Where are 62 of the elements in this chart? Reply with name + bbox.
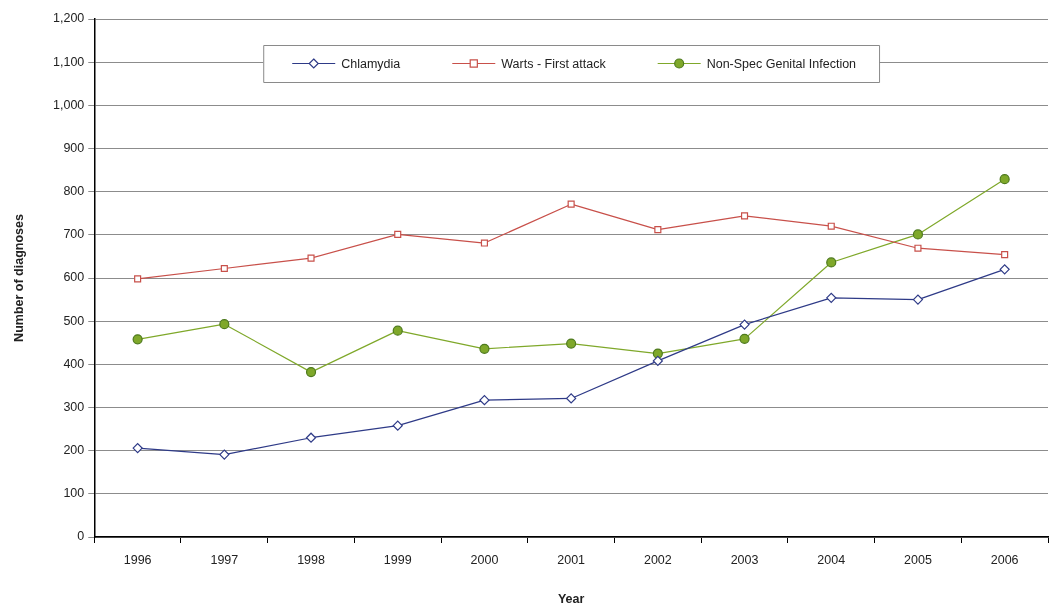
point [132, 334, 143, 345]
point [219, 319, 230, 330]
x-axis-title: Year [557, 591, 585, 606]
y-tick-label: 900 [63, 140, 85, 155]
legend-label: Non-Spec Genital Infection [706, 56, 857, 71]
point [1001, 251, 1009, 259]
y-tick-label: 1,200 [53, 11, 85, 26]
y-tick-label: 700 [63, 227, 85, 242]
point [740, 212, 749, 220]
x-tick-label: 2003 [730, 552, 759, 567]
x-tick-label: 1999 [383, 552, 412, 567]
y-tick-label: 1,100 [53, 54, 85, 69]
point [305, 432, 317, 443]
legend-label: Chlamydia [341, 56, 401, 71]
y-tick-label: 500 [63, 313, 85, 328]
point [480, 239, 489, 247]
y-tick-label: 0 [77, 529, 85, 544]
point [912, 229, 924, 240]
point [999, 174, 1010, 185]
point [220, 264, 228, 273]
point [132, 442, 143, 454]
point [394, 230, 402, 238]
x-tick-label: 2000 [470, 552, 499, 567]
y-tick-label: 600 [63, 270, 85, 285]
x-tick-label: 2001 [557, 552, 586, 567]
y-tick-label: 300 [63, 399, 85, 414]
y-tick-label: 1,000 [53, 97, 85, 112]
point [307, 254, 315, 262]
point [739, 333, 750, 344]
x-tick-label: 1996 [123, 552, 152, 567]
point [826, 257, 837, 268]
y-tick-label: 200 [63, 443, 85, 458]
point [827, 222, 835, 230]
x-tick-label: 2005 [904, 552, 932, 567]
point [912, 294, 924, 305]
point [652, 348, 663, 359]
y-axis-title: Number of diagnoses [11, 214, 26, 342]
point [134, 275, 142, 283]
point [479, 395, 490, 406]
point [566, 393, 577, 404]
point [392, 420, 403, 431]
x-tick-label: 2004 [817, 552, 846, 567]
point [914, 244, 922, 252]
point [567, 200, 575, 208]
point [652, 355, 663, 366]
x-tick-label: 2006 [990, 552, 1019, 567]
point [999, 264, 1010, 275]
point [566, 338, 577, 349]
point [392, 325, 403, 336]
y-tick-label: 800 [63, 184, 85, 199]
x-tick-label: 1997 [210, 552, 239, 567]
y-tick-label: 400 [63, 356, 85, 371]
y-tick-label: 100 [63, 486, 85, 501]
point [654, 226, 662, 234]
x-tick-label: 1998 [297, 552, 325, 567]
point [479, 343, 490, 354]
point [826, 292, 837, 303]
point [305, 367, 317, 378]
legend-label: Warts - First attack [501, 56, 607, 71]
x-tick-label: 2002 [643, 552, 672, 567]
point [739, 319, 750, 330]
point [219, 449, 230, 460]
